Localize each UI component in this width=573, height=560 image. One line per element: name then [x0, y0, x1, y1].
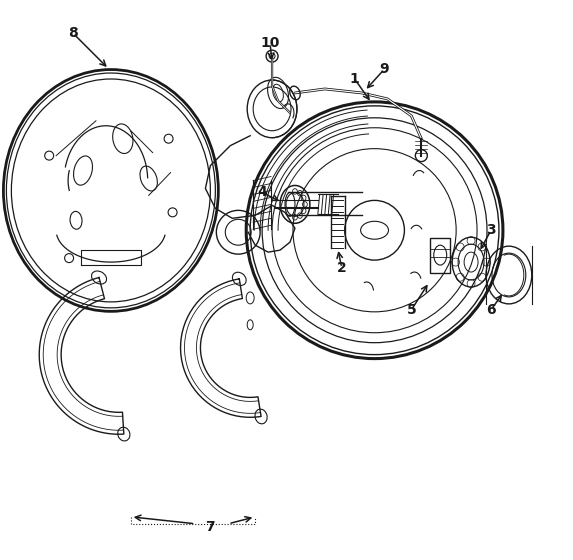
- Text: 4: 4: [257, 185, 267, 199]
- Text: 2: 2: [337, 261, 347, 275]
- Text: 9: 9: [380, 62, 389, 76]
- Text: 7: 7: [206, 520, 215, 534]
- Text: 1: 1: [350, 72, 359, 86]
- Text: 8: 8: [68, 26, 78, 40]
- Text: 5: 5: [406, 303, 416, 317]
- Text: 6: 6: [486, 303, 496, 317]
- Text: 3: 3: [486, 223, 496, 237]
- Text: 10: 10: [260, 36, 280, 50]
